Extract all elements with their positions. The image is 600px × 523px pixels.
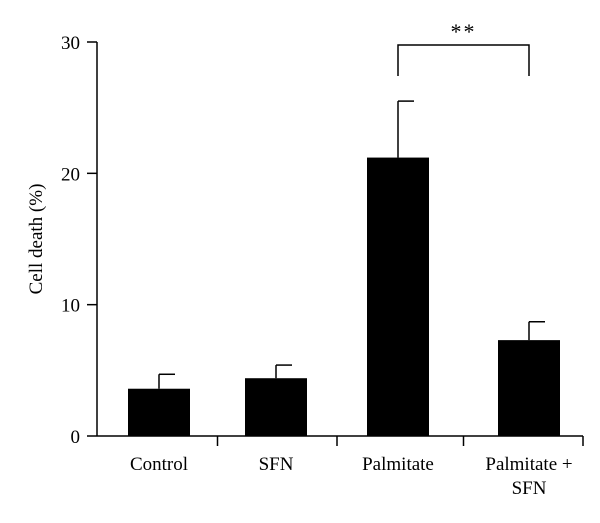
significance-label: **	[451, 19, 477, 44]
bar	[498, 340, 560, 436]
x-category-label: Control	[130, 454, 188, 475]
bar	[367, 157, 429, 436]
significance-bracket	[397, 44, 530, 76]
significance-annotation: **	[397, 19, 530, 76]
y-axis-title: Cell death (%)	[26, 184, 47, 295]
x-category-label-line: SFN	[259, 454, 294, 475]
x-category-label: Palmitate + SFN	[485, 454, 572, 499]
x-category-label: Palmitate	[362, 454, 434, 475]
error-bars	[158, 100, 545, 389]
x-category-label-line: Control	[130, 454, 188, 475]
y-tick-label: 10	[61, 296, 80, 317]
bars	[128, 157, 560, 436]
bar	[128, 388, 190, 436]
x-category-label: SFN	[259, 454, 294, 475]
y-tick-label: 0	[71, 427, 81, 448]
x-ticks: Control SFN Palmitate Palmitate + SFN	[130, 436, 584, 499]
bar	[245, 378, 307, 436]
y-tick-label: 20	[61, 164, 80, 185]
y-ticks: 0 10 20 30	[61, 33, 97, 448]
x-category-label-line: Palmitate +	[485, 454, 572, 475]
x-category-label-line: Palmitate	[362, 454, 434, 475]
y-tick-label: 30	[61, 33, 80, 54]
x-category-label-line: SFN	[512, 478, 547, 499]
